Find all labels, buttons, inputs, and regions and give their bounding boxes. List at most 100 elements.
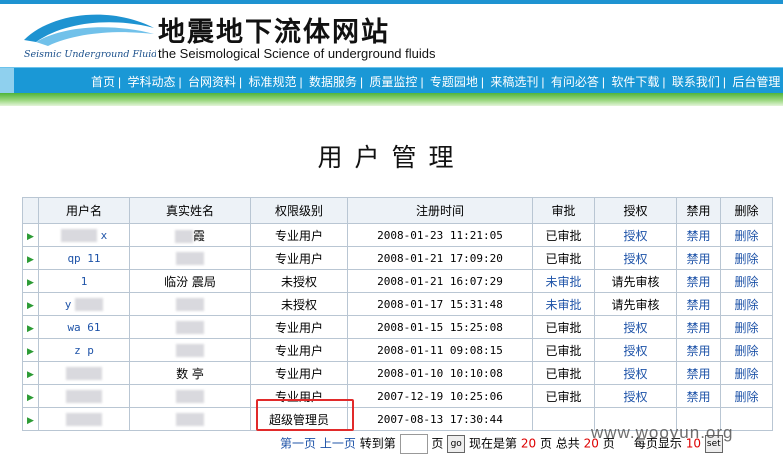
authorize-link[interactable]: 授权: [594, 246, 677, 270]
page-unit-label: 页: [431, 436, 444, 451]
per-page-value: 10: [685, 436, 701, 451]
row-arrow-icon: ▶: [22, 223, 39, 247]
authorize-cell: [594, 407, 677, 431]
current-page-label: 现在是第: [469, 436, 518, 451]
ban-link[interactable]: 禁用: [676, 246, 721, 270]
delete-link[interactable]: 删除: [720, 269, 773, 293]
site-title: 地震地下流体网站: [158, 17, 390, 48]
redacted-blur: [176, 298, 204, 311]
delete-link[interactable]: 删除: [720, 361, 773, 385]
page-number-input[interactable]: [399, 434, 428, 454]
prev-page-link[interactable]: 上一页: [319, 436, 356, 451]
nav-item-network-data[interactable]: 台网资料: [187, 75, 236, 89]
table-row: ▶ qp 11 专业用户 2008-01-21 17:09:20 已审批 授权 …: [22, 246, 773, 270]
username-cell: [38, 407, 130, 431]
ban-link[interactable]: 禁用: [676, 223, 721, 247]
nav-item-admin[interactable]: 后台管理: [732, 75, 781, 89]
register-time-cell: 2008-01-10 10:10:08: [347, 361, 533, 385]
nav-separator: |: [299, 75, 303, 89]
ban-link[interactable]: 禁用: [676, 292, 721, 316]
row-arrow-icon: ▶: [22, 292, 39, 316]
nav-stub: [0, 68, 14, 94]
redacted-blur: [176, 344, 204, 357]
nav-item-contact[interactable]: 联系我们: [671, 75, 720, 89]
row-arrow-icon: ▶: [22, 315, 39, 339]
level-cell: 未授权: [250, 269, 348, 293]
authorize-link[interactable]: 授权: [594, 223, 677, 247]
username-cell: y: [38, 292, 130, 316]
ban-link[interactable]: 禁用: [676, 361, 721, 385]
nav-separator: |: [662, 75, 666, 89]
username-cell: z p: [38, 338, 130, 362]
approve-link[interactable]: 未审批: [532, 269, 595, 293]
authorize-link[interactable]: 授权: [594, 361, 677, 385]
delete-link[interactable]: 删除: [720, 292, 773, 316]
nav-separator: |: [178, 75, 182, 89]
nav-item-standards[interactable]: 标准规范: [248, 75, 297, 89]
delete-link[interactable]: 删除: [720, 384, 773, 408]
nav-item-submissions[interactable]: 来稿选刊: [490, 75, 539, 89]
main-nav: 首页 | 学科动态 | 台网资料 | 标准规范 | 数据服务 | 质量监控 | 专题园地 | …: [0, 67, 783, 94]
green-divider-bar: [0, 93, 783, 106]
nav-separator: |: [480, 75, 485, 89]
realname-cell: [129, 246, 251, 270]
nav-item-quality-monitor[interactable]: 质量监控: [369, 75, 418, 89]
delete-link[interactable]: 删除: [720, 246, 773, 270]
approve-status: 已审批: [532, 246, 595, 270]
approve-status: 已审批: [532, 361, 595, 385]
level-cell: 专业用户: [250, 315, 348, 339]
total-pages-label: 页 总共: [539, 436, 580, 451]
realname-cell: [129, 315, 251, 339]
approve-link[interactable]: 未审批: [532, 292, 595, 316]
register-time-cell: 2008-01-17 15:31:48: [347, 292, 533, 316]
first-page-link[interactable]: 第一页: [280, 436, 317, 451]
realname-cell: [129, 338, 251, 362]
delete-cell: [720, 407, 773, 431]
delete-link[interactable]: 删除: [720, 338, 773, 362]
authorize-link[interactable]: 授权: [594, 384, 677, 408]
register-time-cell: 2008-01-21 17:09:20: [347, 246, 533, 270]
ban-link[interactable]: 禁用: [676, 269, 721, 293]
nav-separator: |: [359, 75, 364, 89]
table-row: ▶ 1 临汾 震局 未授权 2008-01-21 16:07:29 未审批 请先…: [22, 269, 773, 293]
redacted-blur: [176, 390, 204, 403]
nav-item-home[interactable]: 首页: [91, 75, 116, 89]
level-cell: 专业用户: [250, 338, 348, 362]
register-time-cell: 2008-01-23 11:21:05: [347, 223, 533, 247]
nav-item-discipline-news[interactable]: 学科动态: [127, 75, 176, 89]
ban-link[interactable]: 禁用: [676, 338, 721, 362]
realname-cell: 霞: [129, 223, 251, 247]
site-subtitle: the Seismological Science of underground…: [158, 46, 436, 61]
ban-link[interactable]: 禁用: [676, 315, 721, 339]
delete-link[interactable]: 删除: [720, 315, 773, 339]
authorize-link[interactable]: 授权: [594, 338, 677, 362]
realname-cell: 临汾 震局: [129, 269, 251, 293]
set-button[interactable]: set: [704, 435, 723, 453]
header-approve: 审批: [532, 197, 595, 224]
current-page-number: 20: [520, 436, 537, 451]
nav-item-faq[interactable]: 有问必答: [550, 75, 599, 89]
table-header-row: 用户名 真实姓名 权限级别 注册时间 审批 授权 禁用 删除: [22, 197, 773, 224]
total-pages-number: 20: [583, 436, 599, 451]
site-logo[interactable]: Seismic Underground Fluids: [22, 10, 156, 62]
redacted-blur: [66, 390, 102, 403]
redacted-blur: [66, 413, 102, 426]
header-register-time: 注册时间: [347, 197, 533, 224]
nav-item-downloads[interactable]: 软件下载: [611, 75, 660, 89]
register-time-cell: 2008-01-11 09:08:15: [347, 338, 533, 362]
level-cell: 未授权: [250, 292, 348, 316]
authorize-link[interactable]: 授权: [594, 315, 677, 339]
header-marker: [22, 197, 39, 224]
delete-link[interactable]: 删除: [720, 223, 773, 247]
header-ban: 禁用: [676, 197, 721, 224]
total-unit-label: 页: [602, 436, 615, 451]
nav-item-data-service[interactable]: 数据服务: [308, 75, 357, 89]
ban-link[interactable]: 禁用: [676, 384, 721, 408]
nav-separator: |: [722, 75, 726, 89]
table-row: ▶ wa 61 专业用户 2008-01-15 15:25:08 已审批 授权 …: [22, 315, 773, 339]
go-button[interactable]: go: [447, 435, 466, 453]
approve-status: [532, 407, 595, 431]
logo-text: Seismic Underground Fluids: [24, 49, 156, 60]
approve-status: 已审批: [532, 223, 595, 247]
nav-item-topics[interactable]: 专题园地: [429, 75, 478, 89]
